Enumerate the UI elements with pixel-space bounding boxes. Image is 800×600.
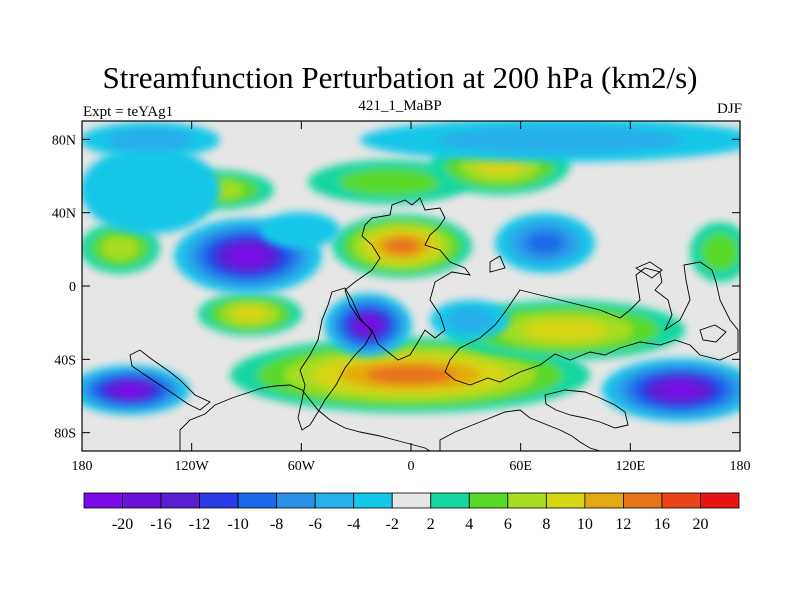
- colorbar-label: -6: [309, 516, 322, 533]
- lat-label: 0: [69, 280, 76, 295]
- colorbar-swatch: [199, 492, 239, 509]
- contour-negative-arctic-west: [82, 122, 220, 158]
- coastline-pacific-islands: [635, 261, 727, 343]
- colorbar-label: 16: [654, 516, 670, 533]
- contour-positive-west-pacific: [82, 222, 160, 274]
- colorbar-label: 20: [692, 516, 708, 533]
- contour-level: [118, 385, 142, 395]
- contour-negative-south-west: [82, 365, 190, 415]
- colorbar-swatch: [661, 492, 701, 509]
- contour-negative-north-pacific-halo: [82, 146, 220, 234]
- contour-negative-south-america: [324, 293, 412, 357]
- colorbar-swatch: [122, 492, 162, 509]
- contour-level: [106, 128, 194, 152]
- contour-positive-south-pacific: [198, 292, 302, 336]
- axis-labels: 80N 40N 0 40S 80S 180 120W 60W 0 60E 120E 180: [52, 133, 751, 474]
- contour-negative-mid-pacific: [260, 212, 340, 248]
- coastline-europe-africa: [344, 197, 471, 361]
- colorbar-label: -8: [270, 516, 283, 533]
- coastline-south-america: [297, 287, 373, 431]
- colorbar-label: 12: [615, 516, 631, 533]
- contour-positive-southern-ocean: [230, 337, 590, 413]
- contour-positive-east-edge: [690, 222, 740, 282]
- colorbar-label: 4: [465, 516, 473, 533]
- colorbar-label: -20: [112, 516, 133, 533]
- contour-level: [339, 168, 441, 196]
- colorbar: [83, 492, 740, 509]
- axis-ticks: [81, 121, 741, 451]
- colorbar-swatch: [83, 492, 123, 509]
- colorbar-swatch: [700, 492, 740, 509]
- colorbar-label: 2: [427, 516, 435, 533]
- contour-level: [445, 307, 495, 333]
- contour-level: [260, 212, 340, 248]
- colorbar-swatch: [430, 492, 470, 509]
- contour-positive-north-africa: [332, 214, 472, 278]
- contour-level: [234, 248, 262, 264]
- colorbar-label: -4: [347, 516, 360, 533]
- contour-level: [701, 233, 739, 271]
- season-label: DJF: [716, 101, 742, 117]
- colorbar-label: -16: [150, 516, 171, 533]
- lat-label: 40N: [52, 207, 76, 222]
- case-label: 421_1_MaBP: [358, 98, 442, 114]
- lon-label: 180: [72, 459, 93, 474]
- coastlines: [129, 197, 739, 451]
- colorbar-swatch: [237, 492, 278, 509]
- contour-fill: [82, 121, 740, 422]
- lat-label: 80S: [54, 427, 76, 442]
- colorbar-swatch: [468, 492, 509, 509]
- lon-label: 60E: [509, 459, 532, 474]
- contour-negative-africa-east: [430, 300, 510, 340]
- contour-level: [665, 384, 695, 396]
- contour-negative-south-east: [602, 358, 740, 422]
- colorbar-labels: -20 -16 -12 -10 -8 -6 -4 -2 2 4 6 8 10 12 16 20: [112, 516, 709, 533]
- coastline-antarctica-west: [179, 384, 431, 451]
- colorbar-label: -2: [386, 516, 399, 533]
- contour-positive-north-atlantic: [308, 160, 472, 204]
- colorbar-swatch: [276, 492, 316, 509]
- colorbar-swatch: [353, 492, 393, 509]
- colorbar-swatch: [391, 492, 432, 509]
- colorbar-label: 6: [504, 516, 512, 533]
- lat-label: 80N: [52, 133, 76, 148]
- colorbar-swatch: [507, 492, 547, 509]
- lon-label: 120E: [616, 459, 646, 474]
- contour-level: [385, 238, 419, 254]
- colorbar-label: -10: [227, 516, 248, 533]
- lon-label: 120W: [175, 459, 210, 474]
- contour-level: [231, 306, 269, 322]
- colorbar-swatch: [623, 492, 663, 509]
- contour-level: [366, 365, 454, 385]
- lon-label: 180: [730, 459, 751, 474]
- lon-label: 60W: [288, 459, 316, 474]
- lat-label: 40S: [54, 353, 76, 368]
- colorbar-swatch: [160, 492, 200, 509]
- colorbar-swatch: [584, 492, 624, 509]
- contour-level: [436, 126, 684, 154]
- colorbar-label: 10: [577, 516, 593, 533]
- colorbar-swatch: [545, 492, 586, 509]
- contour-level: [82, 146, 220, 234]
- colorbar-swatch: [314, 492, 355, 509]
- contour-level: [523, 319, 607, 341]
- colorbar-label: -12: [189, 516, 210, 533]
- coastline-australia: [544, 389, 629, 429]
- colorbar-label: 8: [542, 516, 550, 533]
- contour-negative-arctic-band: [360, 121, 740, 162]
- contour-negative-central-asia: [495, 213, 595, 273]
- contour-level: [102, 236, 138, 260]
- coastline-islands-west: [129, 349, 211, 411]
- lon-label: 0: [408, 459, 415, 474]
- plot-title: Streamfunction Perturbation at 200 hPa (…: [102, 60, 698, 95]
- contour-positive-indian-ocean: [445, 300, 685, 360]
- experiment-label: Expt = teYAg1: [83, 104, 174, 120]
- coastline-antarctica-east: [439, 409, 601, 451]
- contour-level: [527, 232, 563, 254]
